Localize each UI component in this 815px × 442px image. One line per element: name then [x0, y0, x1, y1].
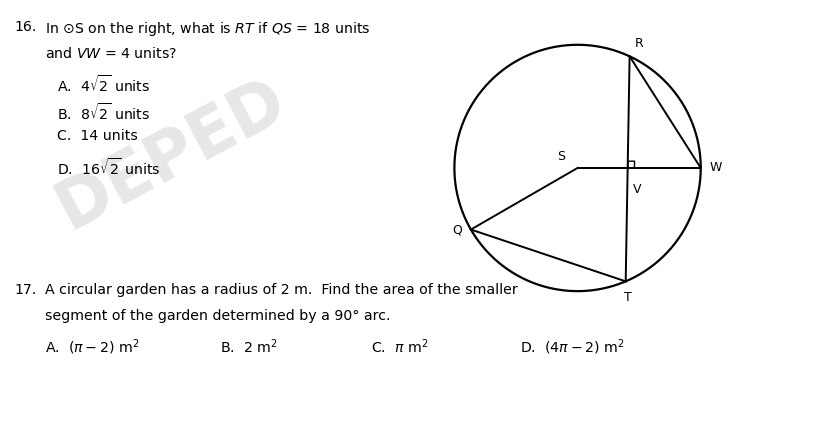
- Text: T: T: [624, 291, 632, 304]
- Text: V: V: [632, 183, 641, 196]
- Text: R: R: [635, 37, 643, 50]
- Text: W: W: [709, 161, 722, 175]
- Text: S: S: [557, 150, 566, 163]
- Text: D.  $(4\pi -2)$ m$^2$: D. $(4\pi -2)$ m$^2$: [520, 337, 625, 357]
- Text: C.  $\pi$ m$^2$: C. $\pi$ m$^2$: [371, 337, 428, 356]
- Text: A.  $4\sqrt{2}$ units: A. $4\sqrt{2}$ units: [57, 74, 150, 95]
- Text: B.  $8\sqrt{2}$ units: B. $8\sqrt{2}$ units: [57, 102, 150, 122]
- Text: D.  $16\sqrt{2}$ units: D. $16\sqrt{2}$ units: [57, 157, 161, 178]
- Text: A.  $(\pi -2)$ m$^2$: A. $(\pi -2)$ m$^2$: [45, 337, 139, 357]
- Text: In $\odot$S on the right, what is $\mathit{RT}$ if $\mathit{QS}$ = 18 units: In $\odot$S on the right, what is $\math…: [45, 20, 370, 38]
- Text: 16.: 16.: [15, 20, 37, 34]
- Text: segment of the garden determined by a 90° arc.: segment of the garden determined by a 90…: [45, 309, 390, 324]
- Text: C.  14 units: C. 14 units: [57, 129, 138, 143]
- Text: Q: Q: [452, 223, 462, 236]
- Text: DEPED: DEPED: [45, 67, 297, 243]
- Text: 17.: 17.: [15, 283, 37, 297]
- Text: and $\mathit{VW}$ = 4 units?: and $\mathit{VW}$ = 4 units?: [45, 46, 177, 61]
- Text: B.  2 m$^2$: B. 2 m$^2$: [220, 337, 278, 356]
- Text: A circular garden has a radius of 2 m.  Find the area of the smaller: A circular garden has a radius of 2 m. F…: [45, 283, 518, 297]
